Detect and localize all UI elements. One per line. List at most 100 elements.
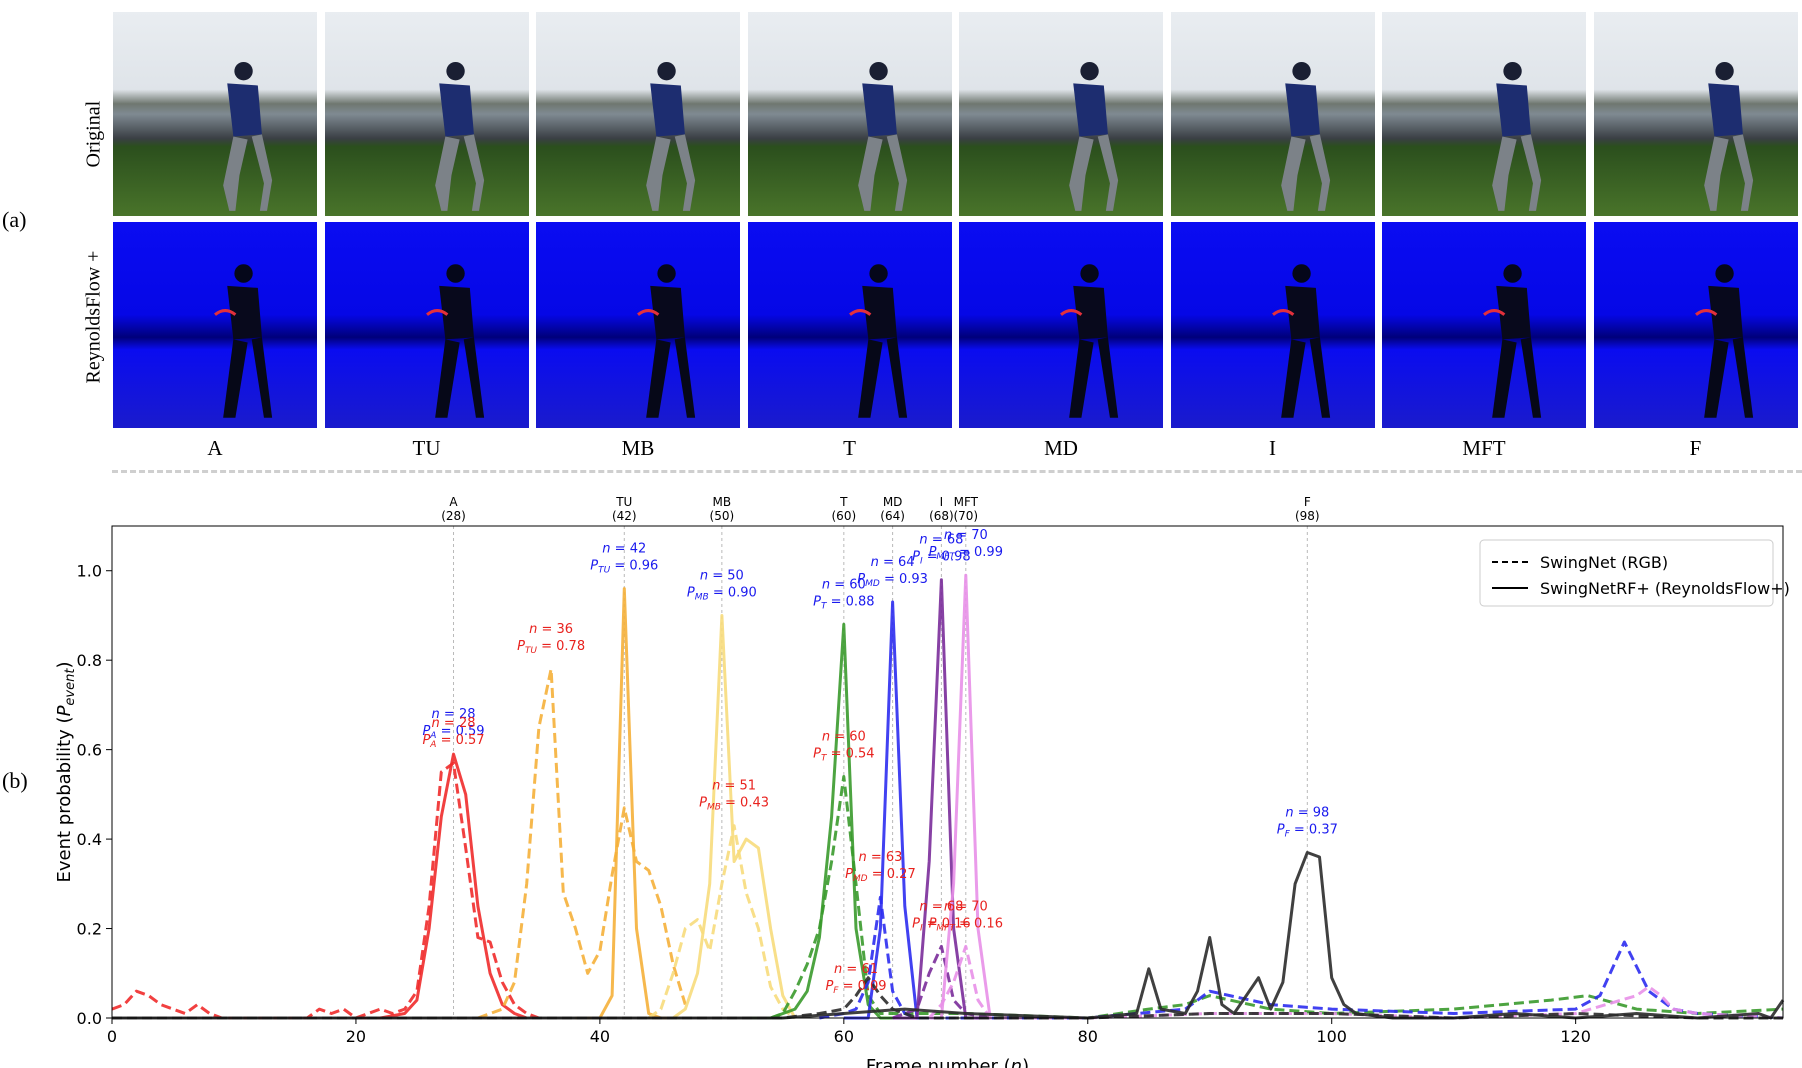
annotation-p-tu: PTU = 0.78 bbox=[517, 639, 585, 656]
legend-label-dashed: SwingNet (RGB) bbox=[1540, 553, 1668, 572]
annotation-n-f: n = 61 bbox=[834, 962, 878, 977]
series-f-solid bbox=[112, 851, 1785, 1020]
event-label-mft: MFT bbox=[1462, 436, 1506, 460]
event-label-tu: TU bbox=[412, 436, 441, 460]
annotation-n-tu: n = 42 bbox=[602, 542, 646, 557]
x-tick-label: 100 bbox=[1316, 1027, 1347, 1046]
reynoldsflow-frame-md bbox=[959, 222, 1163, 428]
row-label-original: Original bbox=[82, 100, 105, 168]
event-marker-frame-md: (64) bbox=[880, 509, 905, 523]
legend-box bbox=[1479, 539, 1774, 607]
annotation-p-f: PF = 0.09 bbox=[825, 979, 886, 996]
x-tick-label: 80 bbox=[1078, 1027, 1098, 1046]
y-tick-label: 1.0 bbox=[77, 562, 102, 581]
original-frame-mft bbox=[1382, 12, 1586, 216]
original-frame-i bbox=[1170, 12, 1375, 216]
annotation-n-mb: n = 50 bbox=[700, 568, 744, 583]
event-marker-name-a: A bbox=[449, 495, 458, 509]
series-tu-dashed bbox=[477, 667, 687, 1020]
event-marker-name-tu: TU bbox=[615, 495, 632, 509]
event-marker-frame-t: (60) bbox=[832, 509, 857, 523]
reynoldsflow-frame-t bbox=[747, 222, 952, 428]
reynoldsflow-frame-mb bbox=[536, 222, 740, 428]
y-axis-label: Event probability (Pevent) bbox=[54, 662, 78, 883]
event-marker-frame-tu: (42) bbox=[612, 509, 637, 523]
series-a-dashed bbox=[111, 761, 540, 1020]
y-tick-label: 0.2 bbox=[77, 920, 102, 939]
row-label-reynoldsflow: ReynoldsFlow + bbox=[82, 250, 105, 384]
event-label-a: A bbox=[207, 436, 223, 460]
annotation-n-md: n = 63 bbox=[858, 850, 902, 865]
annotation-p-tu: PTU = 0.96 bbox=[590, 559, 658, 576]
series-a-solid bbox=[355, 752, 528, 1020]
annotation-n-i: n = 68 bbox=[919, 899, 963, 914]
event-label-t: T bbox=[843, 436, 856, 460]
event-probability-chart: A(28) TU(42) MB(50) T(60) MD(64) I(68)MFT(70)… bbox=[54, 495, 1790, 1068]
annotation-n-mb: n = 51 bbox=[712, 779, 756, 794]
annotation-n-mft: n = 70 bbox=[944, 528, 988, 543]
x-tick-label: 40 bbox=[590, 1027, 610, 1046]
reynoldsflow-frame-mft bbox=[1382, 222, 1586, 428]
annotation-n-i: n = 68 bbox=[919, 533, 963, 548]
original-frame-mb bbox=[536, 12, 740, 216]
annotation-n-a: n = 28 bbox=[432, 707, 476, 722]
x-tick-label: 60 bbox=[834, 1027, 854, 1046]
annotation-n-t: n = 60 bbox=[822, 729, 866, 744]
series-mb-solid bbox=[672, 614, 797, 1020]
section-divider bbox=[112, 470, 1802, 473]
reynoldsflow-frame-f bbox=[1593, 222, 1798, 428]
original-frame-f bbox=[1593, 12, 1798, 216]
reynoldsflow-frame-a bbox=[113, 222, 317, 428]
event-label-md: MD bbox=[1044, 436, 1078, 460]
annotation-p-a: PA = 0.57 bbox=[422, 733, 484, 750]
event-label-f: F bbox=[1689, 436, 1702, 460]
event-marker-frame-mb: (50) bbox=[710, 509, 735, 523]
event-marker-frame-a: (28) bbox=[441, 509, 466, 523]
x-tick-label: 0 bbox=[107, 1027, 117, 1046]
original-frame-md bbox=[959, 12, 1163, 216]
x-axis-label: Frame number (n) bbox=[866, 1056, 1029, 1068]
event-marker-name-md: MD bbox=[883, 495, 903, 509]
series-mb-dashed bbox=[647, 824, 796, 1020]
annotation-p-md: PMD = 0.93 bbox=[857, 572, 928, 589]
original-frame-a bbox=[113, 12, 317, 216]
series-mft-dashed bbox=[928, 944, 1784, 1020]
x-tick-label: 20 bbox=[346, 1027, 366, 1046]
annotation-n-tu: n = 36 bbox=[529, 622, 573, 637]
original-frame-t bbox=[747, 12, 952, 216]
series-t-solid bbox=[746, 622, 893, 1020]
y-tick-label: 0.8 bbox=[77, 651, 102, 670]
panel-b-label: (b) bbox=[2, 768, 28, 793]
annotation-n-f: n = 98 bbox=[1285, 806, 1329, 821]
event-marker-frame-f: (98) bbox=[1295, 509, 1320, 523]
annotation-p-mft: PMFT = 0.16 bbox=[929, 916, 1003, 933]
annotation-p-i: PI = 0.98 bbox=[912, 550, 971, 567]
annotation-p-f: PF = 0.37 bbox=[1277, 823, 1338, 840]
annotation-p-a: PA = 0.59 bbox=[422, 724, 484, 741]
event-marker-frame-i: (68) bbox=[929, 509, 954, 523]
event-marker-name-f: F bbox=[1304, 495, 1311, 509]
event-marker-frame-mft: (70) bbox=[953, 509, 978, 523]
x-tick-label: 120 bbox=[1560, 1027, 1591, 1046]
event-label-mb: MB bbox=[621, 436, 655, 460]
annotation-p-i: PI = 0.16 bbox=[912, 916, 971, 933]
annotation-n-t: n = 60 bbox=[822, 577, 866, 592]
original-frame-tu bbox=[324, 12, 529, 216]
annotation-n-a: n = 28 bbox=[432, 716, 476, 731]
reynoldsflow-frame-tu bbox=[324, 222, 529, 428]
event-label-i: I bbox=[1269, 436, 1276, 460]
event-marker-name-i: I bbox=[940, 495, 944, 509]
legend-label-solid: SwingNetRF+ (ReynoldsFlow+) bbox=[1540, 579, 1790, 598]
reynoldsflow-frame-i bbox=[1170, 222, 1375, 428]
event-marker-name-mb: MB bbox=[713, 495, 732, 509]
annotation-p-t: PT = 0.54 bbox=[813, 746, 874, 763]
annotation-p-mft: PMFT = 0.99 bbox=[929, 545, 1003, 562]
plot-frame bbox=[111, 525, 1784, 1019]
annotation-p-mb: PMB = 0.43 bbox=[699, 796, 769, 813]
annotation-p-t: PT = 0.88 bbox=[813, 594, 874, 611]
annotation-n-mft: n = 70 bbox=[944, 899, 988, 914]
event-marker-name-mft: MFT bbox=[954, 495, 979, 509]
event-marker-name-t: T bbox=[839, 495, 848, 509]
y-tick-label: 0.6 bbox=[77, 741, 102, 760]
y-tick-label: 0.0 bbox=[77, 1009, 102, 1028]
